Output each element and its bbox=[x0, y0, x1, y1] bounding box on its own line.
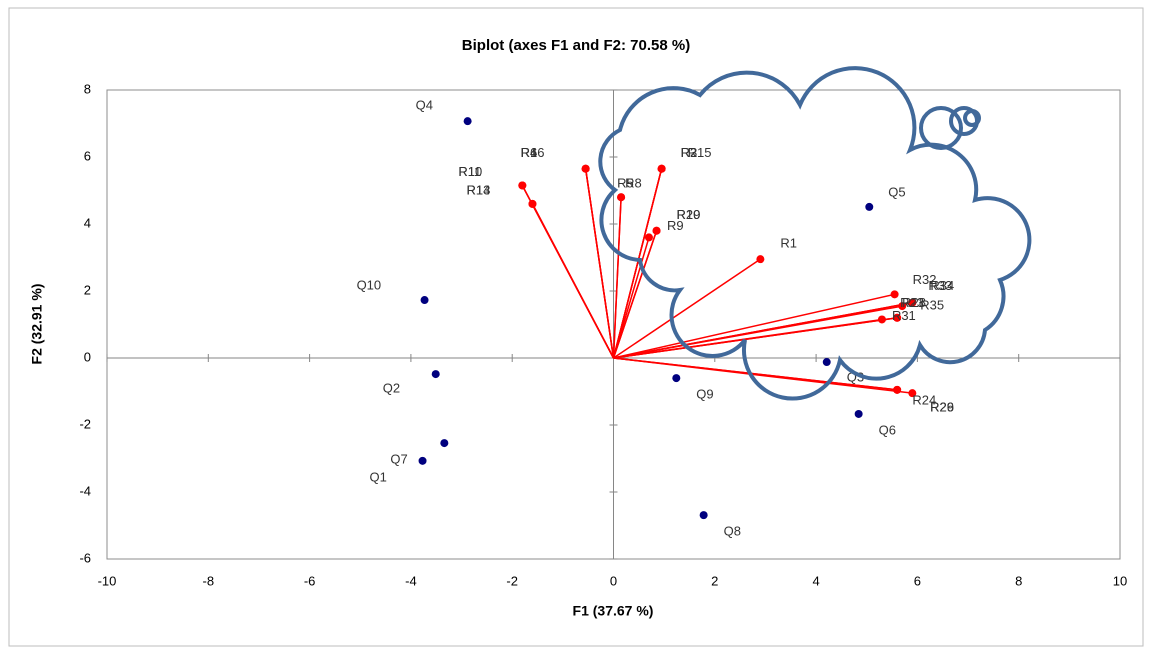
y-tick-label: 6 bbox=[84, 148, 91, 163]
y-tick-label: -4 bbox=[79, 483, 91, 498]
y-tick-label: 8 bbox=[84, 81, 91, 96]
observation-point bbox=[419, 457, 427, 465]
observation-point bbox=[464, 117, 472, 125]
observation-point bbox=[865, 203, 873, 211]
observation-point bbox=[440, 439, 448, 447]
variable-point bbox=[878, 315, 886, 323]
x-tick-label: -10 bbox=[98, 573, 117, 588]
observation-point bbox=[672, 374, 680, 382]
variable-point bbox=[617, 193, 625, 201]
variable-point bbox=[582, 165, 590, 173]
x-tick-label: -6 bbox=[304, 573, 316, 588]
variable-label: R14 bbox=[466, 182, 490, 197]
variable-label: R29 bbox=[930, 399, 954, 414]
variable-label: R31 bbox=[892, 308, 916, 323]
x-tick-label: -2 bbox=[506, 573, 518, 588]
x-tick-label: 4 bbox=[812, 573, 819, 588]
variable-label: R11 bbox=[458, 164, 481, 179]
observation-point bbox=[700, 511, 708, 519]
variable-point bbox=[653, 227, 661, 235]
y-tick-label: 2 bbox=[84, 282, 91, 297]
variable-label: R9 bbox=[667, 218, 684, 233]
variable-label: R1 bbox=[780, 236, 797, 251]
observation-point bbox=[855, 410, 863, 418]
variable-label: R6 bbox=[521, 145, 538, 160]
variable-label: R15 bbox=[688, 145, 712, 160]
x-tick-label: -4 bbox=[405, 573, 417, 588]
observation-point bbox=[432, 370, 440, 378]
y-tick-label: -2 bbox=[79, 416, 91, 431]
chart: Biplot (axes F1 and F2: 70.58 %) F1 (37.… bbox=[0, 0, 1152, 655]
observation-label: Q7 bbox=[390, 452, 407, 467]
x-axis-title: F1 (37.67 %) bbox=[573, 603, 654, 619]
x-tick-label: -8 bbox=[203, 573, 215, 588]
x-tick-label: 8 bbox=[1015, 573, 1022, 588]
variable-point bbox=[893, 386, 901, 394]
y-tick-label: 4 bbox=[84, 215, 91, 230]
observation-label: Q8 bbox=[724, 524, 741, 539]
observation-label: Q2 bbox=[383, 381, 400, 396]
variable-point bbox=[518, 181, 526, 189]
observation-point bbox=[421, 296, 429, 304]
variable-point bbox=[891, 290, 899, 298]
observation-label: Q10 bbox=[357, 277, 382, 292]
y-tick-label: -6 bbox=[79, 550, 91, 565]
x-tick-label: 2 bbox=[711, 573, 718, 588]
variable-point bbox=[528, 200, 536, 208]
x-tick-label: 0 bbox=[610, 573, 617, 588]
variable-label: R8 bbox=[625, 176, 642, 191]
observation-point bbox=[823, 358, 831, 366]
variable-point bbox=[645, 233, 653, 241]
y-axis-title: F2 (32.91 %) bbox=[29, 284, 45, 365]
observation-label: Q5 bbox=[888, 184, 905, 199]
variable-point bbox=[658, 165, 666, 173]
observation-label: Q4 bbox=[416, 98, 433, 113]
variable-label: R34 bbox=[930, 278, 954, 293]
x-tick-label: 10 bbox=[1113, 573, 1127, 588]
observation-label: Q6 bbox=[879, 422, 896, 437]
y-tick-label: 0 bbox=[84, 349, 91, 364]
observation-label: Q1 bbox=[370, 469, 387, 484]
x-tick-label: 6 bbox=[914, 573, 921, 588]
chart-title: Biplot (axes F1 and F2: 70.58 %) bbox=[462, 37, 690, 54]
variable-point bbox=[756, 255, 764, 263]
chart-frame bbox=[9, 8, 1143, 646]
observation-label: Q9 bbox=[696, 387, 713, 402]
